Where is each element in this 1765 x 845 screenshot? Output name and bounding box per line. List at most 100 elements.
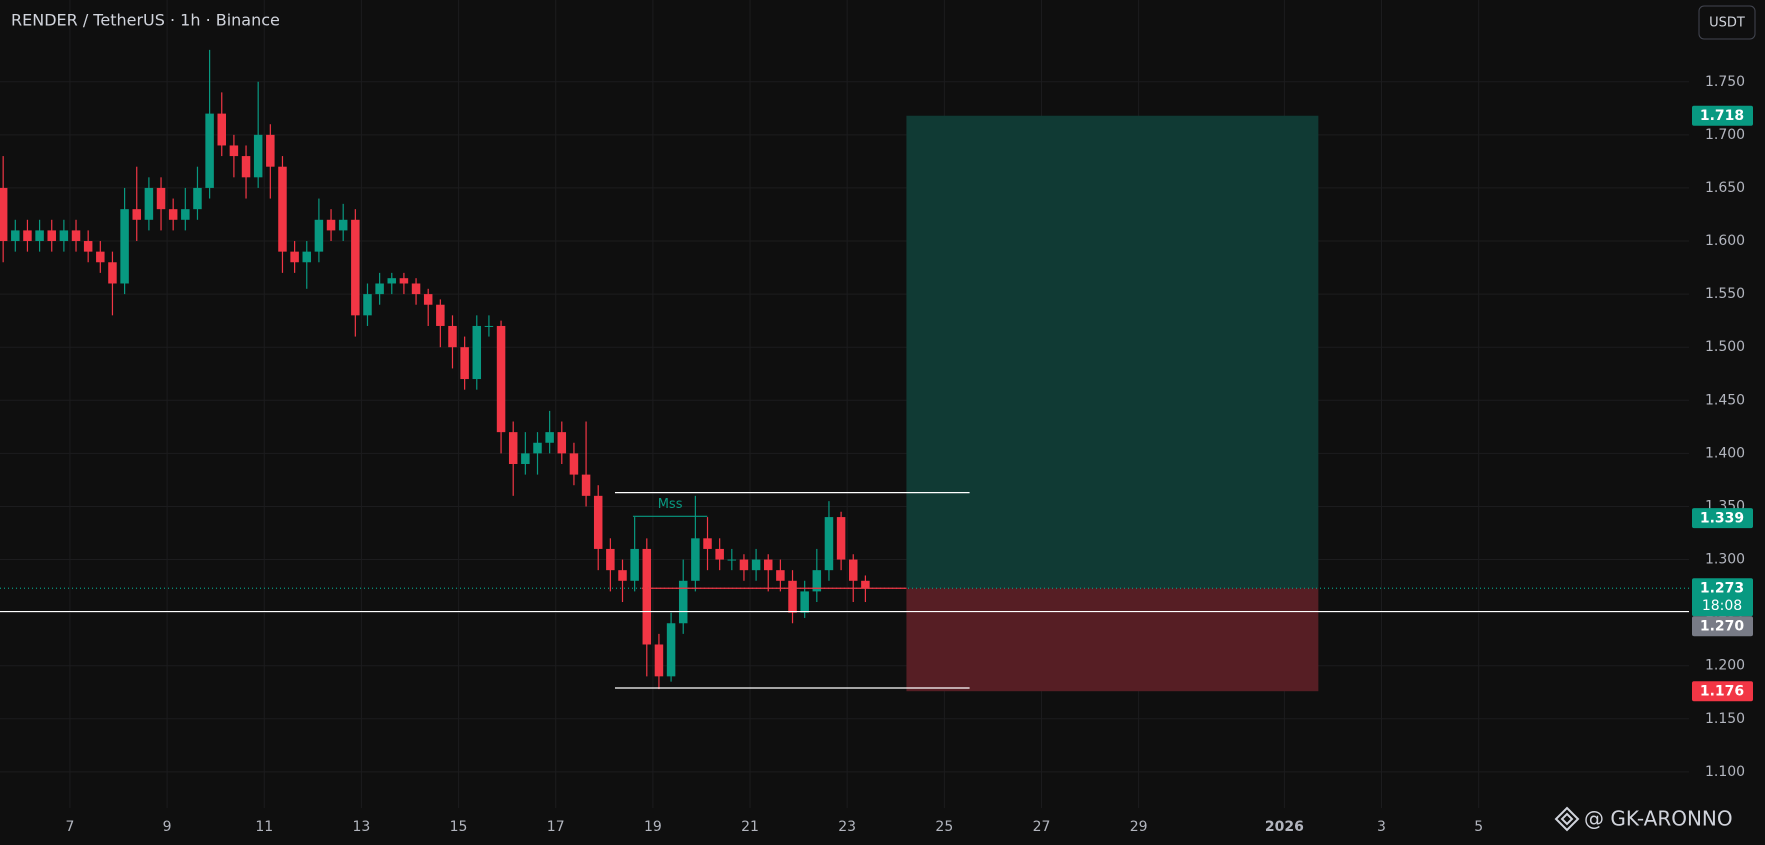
price-label-box — [1692, 508, 1753, 529]
candle-body — [229, 145, 239, 157]
candle-body — [496, 325, 506, 433]
candle-body — [278, 166, 287, 252]
candle-body — [83, 241, 93, 252]
grid — [0, 0, 1689, 808]
currency-button[interactable] — [1698, 5, 1756, 40]
candle-body — [290, 251, 299, 263]
candle-body — [423, 294, 433, 305]
candle-body — [11, 230, 20, 242]
candle-body — [581, 474, 591, 496]
candle-body — [96, 251, 105, 263]
candle-body — [508, 432, 518, 464]
candle-body — [521, 453, 530, 464]
candle-body — [23, 230, 32, 242]
candle-body — [436, 304, 445, 326]
candle-body — [739, 559, 749, 571]
candle-body — [217, 113, 227, 146]
candle-body — [703, 538, 712, 549]
candle-body — [788, 580, 797, 613]
candle-body — [205, 113, 214, 188]
candle-body — [363, 294, 372, 316]
candle-body — [836, 517, 846, 560]
candle-body — [156, 187, 166, 210]
y-tick-label: 1.150 — [1705, 711, 1745, 727]
x-tick-label: 27 — [1033, 819, 1051, 835]
candle-body — [666, 623, 676, 677]
x-tick-label: 29 — [1130, 819, 1148, 835]
candle-body — [776, 570, 785, 581]
price-label: 1.270 — [1700, 619, 1745, 635]
candle-body — [848, 559, 858, 581]
candle-body — [593, 495, 603, 549]
candle-body — [241, 156, 251, 178]
candle-body — [71, 230, 81, 242]
candle-body — [0, 187, 8, 242]
candle-body — [399, 278, 409, 284]
stop-zone — [906, 588, 1319, 692]
chart-title: RENDER / TetherUS · 1h · Binance — [11, 11, 280, 30]
candle-body — [59, 230, 69, 242]
x-tick-label: 11 — [255, 819, 273, 835]
y-tick-label: 1.700 — [1705, 127, 1745, 143]
candle-body — [253, 134, 263, 178]
candle-body — [132, 209, 141, 220]
candle-body — [411, 283, 421, 295]
candle-body — [326, 219, 336, 231]
target-zone — [906, 115, 1319, 589]
price-label-box — [1692, 616, 1753, 637]
currency-label[interactable]: USDT — [1709, 16, 1745, 31]
candle-body — [727, 559, 737, 561]
watermark-icon — [1554, 806, 1580, 832]
candle-body — [387, 278, 397, 284]
y-tick-label: 1.200 — [1705, 658, 1745, 674]
candle-body — [678, 580, 688, 624]
y-tick-label: 1.400 — [1705, 445, 1745, 461]
price-label: 1.176 — [1700, 684, 1744, 700]
price-label: 1.339 — [1700, 511, 1744, 527]
candle-body — [618, 570, 627, 581]
candle-body — [751, 559, 761, 571]
candle-body — [35, 230, 44, 242]
candle-body — [338, 219, 348, 231]
candle-body — [484, 325, 494, 327]
axes: 1.1001.1501.2001.2501.3001.3501.4001.450… — [65, 74, 1753, 835]
candle-body — [715, 548, 724, 560]
candle-body — [824, 517, 834, 571]
y-tick-label: 1.750 — [1705, 74, 1745, 90]
y-tick-label: 1.450 — [1705, 392, 1745, 408]
y-tick-label: 1.300 — [1705, 552, 1745, 568]
candle-body — [533, 442, 542, 454]
x-tick-label: 9 — [163, 819, 172, 835]
candle-body — [654, 644, 664, 677]
candle-body — [266, 134, 275, 167]
price-label-box — [1692, 578, 1753, 617]
x-tick-label: 21 — [741, 819, 759, 835]
price-label-box — [1692, 681, 1753, 702]
candle-body — [763, 559, 773, 571]
x-tick-label: 2026 — [1265, 819, 1304, 835]
candle-body — [448, 325, 457, 348]
candle-body — [314, 219, 324, 252]
candle-body — [144, 187, 154, 220]
candle-body — [642, 548, 652, 645]
price-label: 1.273 — [1700, 581, 1744, 597]
price-label: 1.718 — [1700, 108, 1744, 124]
candle-body — [545, 432, 554, 443]
x-tick-label: 23 — [838, 819, 856, 835]
candle-body — [47, 230, 56, 242]
candle-body — [691, 538, 700, 581]
x-tick-label: 5 — [1474, 819, 1483, 835]
y-tick-label: 1.550 — [1705, 286, 1745, 302]
candle-body — [302, 251, 312, 263]
candle-body — [812, 570, 822, 592]
candle-body — [800, 591, 809, 613]
price-label-box — [1692, 105, 1753, 126]
candle-body — [108, 262, 117, 284]
x-tick-label: 3 — [1377, 819, 1386, 835]
candle-body — [460, 347, 469, 380]
price-label-countdown: 18:08 — [1702, 598, 1742, 614]
candle-body — [351, 219, 360, 316]
